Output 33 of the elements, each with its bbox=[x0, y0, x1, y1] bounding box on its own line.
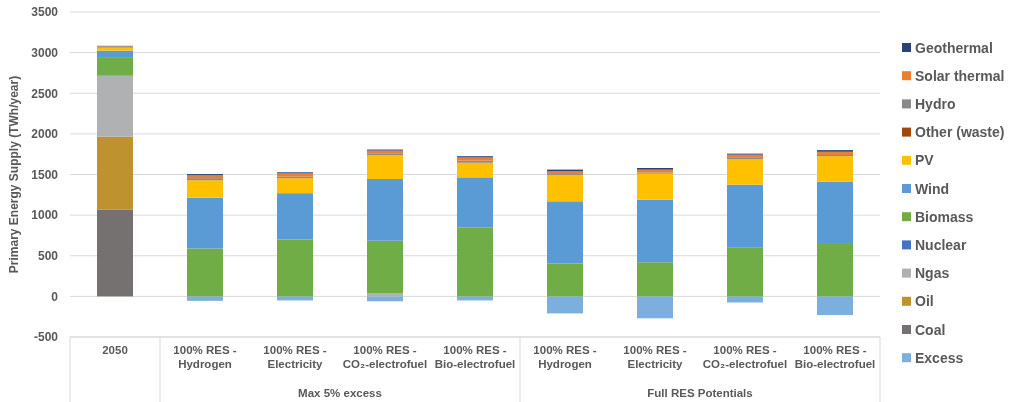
legend-label: Biomass bbox=[915, 208, 974, 225]
y-tick-label: 1500 bbox=[31, 167, 59, 182]
legend-label: Solar thermal bbox=[915, 67, 1005, 84]
x-tick-label: 100% RES - Bio-electrofuel bbox=[434, 344, 516, 370]
y-tick-label: 3500 bbox=[31, 5, 59, 20]
legend-label: Excess bbox=[915, 349, 964, 366]
y-tick-label: 0 bbox=[51, 289, 59, 304]
legend-label: Coal bbox=[915, 321, 946, 338]
text: Full RES Potentials bbox=[647, 387, 753, 399]
x-tick-label: 100% RES - Hydrogen bbox=[173, 344, 237, 370]
legend-label: Nuclear bbox=[915, 236, 967, 253]
legend-label: Wind bbox=[915, 180, 950, 197]
x-tick-label: 2050 bbox=[102, 344, 128, 356]
y-tick-label: -500 bbox=[33, 330, 59, 345]
x-tick-label: 100% RES - Hydrogen bbox=[533, 344, 597, 370]
x-tick-label: 100% RES - Bio-electrofuel bbox=[794, 344, 876, 370]
legend-label: Ngas bbox=[915, 265, 950, 282]
y-axis-title: Primary Energy Supply (TWh/year) bbox=[7, 75, 21, 274]
legend-label: Oil bbox=[915, 293, 934, 310]
legend-label: Other (waste) bbox=[915, 124, 1005, 141]
y-tick-label: 1000 bbox=[31, 208, 59, 223]
x-tick-label: 100% RES - Electricity bbox=[263, 344, 327, 370]
y-tick-label: 3000 bbox=[31, 45, 59, 60]
y-tick-label: 500 bbox=[37, 249, 59, 264]
y-tick-label: 2000 bbox=[31, 127, 59, 142]
legend-label: Geothermal bbox=[915, 39, 993, 56]
legend-label: Hydro bbox=[915, 95, 956, 112]
x-tick-label: 100% RES - CO₂-electrofuel bbox=[702, 344, 788, 370]
y-tick-label: 2500 bbox=[31, 86, 59, 101]
legend-label: PV bbox=[915, 152, 935, 169]
x-tick-label: 100% RES - Electricity bbox=[623, 344, 687, 370]
text: Max 5% excess bbox=[298, 387, 382, 399]
x-tick-label: 100% RES - CO₂-electrofuel bbox=[342, 344, 428, 370]
